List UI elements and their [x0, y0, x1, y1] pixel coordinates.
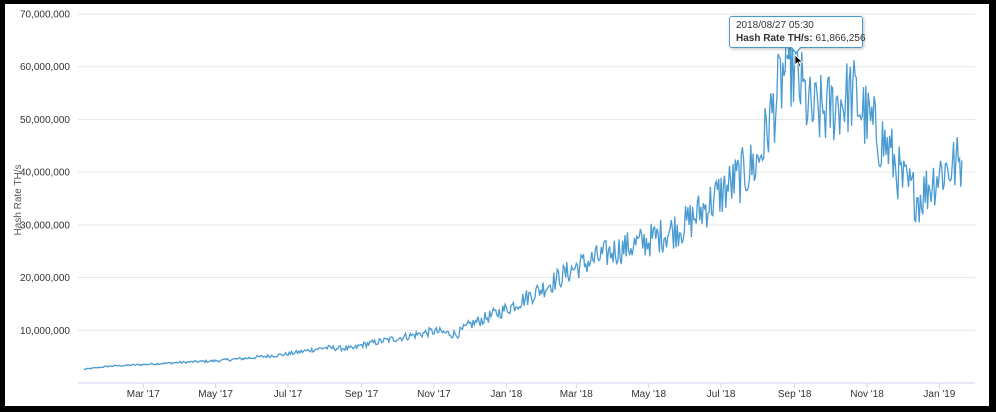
- x-tick-label: Jan '18: [490, 389, 522, 400]
- mouse-cursor-icon: [794, 54, 804, 68]
- x-tick-label: May '17: [198, 389, 233, 400]
- y-axis-title: Hash Rate TH/s: [13, 165, 24, 236]
- x-tick-label: Jul '18: [707, 389, 736, 400]
- tooltip: 2018/08/27 05:30 Hash Rate TH/s: 61,866,…: [729, 16, 866, 48]
- chart-panel: [5, 4, 989, 406]
- y-tick-label: 20,000,000: [20, 273, 70, 284]
- x-tick-label: Jan '19: [923, 389, 955, 400]
- y-tick-label: 40,000,000: [20, 168, 70, 179]
- x-tick-label: May '18: [631, 389, 666, 400]
- x-axis: Mar '17 May '17 Jul '17 Sep '17 Nov '17 Jan '…: [78, 382, 975, 400]
- y-tick-label: 70,000,000: [20, 10, 70, 21]
- y-tick-label: 60,000,000: [20, 62, 70, 73]
- x-tick-label: Mar '18: [560, 389, 593, 400]
- y-tick-label: 10,000,000: [20, 326, 70, 337]
- x-tick-label: Jul '17: [274, 389, 303, 400]
- y-tick-label: 50,000,000: [20, 115, 70, 126]
- series-line-hash-rate[interactable]: [83, 18, 963, 371]
- x-tick-label: Nov '17: [417, 389, 451, 400]
- x-tick-label: Sep '17: [345, 389, 379, 400]
- tooltip-series-label: Hash Rate TH/s:: [736, 33, 813, 44]
- hover-point: [786, 54, 792, 60]
- x-tick-label: Mar '17: [127, 389, 160, 400]
- tooltip-value-row: Hash Rate TH/s: 61,866,256: [736, 33, 866, 44]
- y-tick-label: 30,000,000: [20, 220, 70, 231]
- tooltip-arrow-inner: [791, 46, 801, 52]
- grid-lines: [78, 13, 975, 331]
- tooltip-value: 61,866,256: [815, 33, 866, 44]
- x-tick-label: Sep '18: [778, 389, 812, 400]
- tooltip-date: 2018/08/27 05:30: [736, 20, 814, 31]
- x-tick-label: Nov '18: [850, 389, 884, 400]
- y-axis: 10,000,000 20,000,000 30,000,000 40,000,000…: [20, 10, 70, 337]
